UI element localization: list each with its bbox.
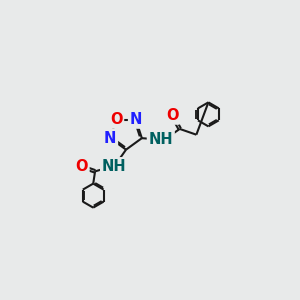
Text: O: O	[110, 112, 122, 127]
Text: O: O	[166, 108, 178, 123]
Text: NH: NH	[148, 132, 173, 147]
Text: O: O	[75, 159, 88, 174]
Text: N: N	[104, 131, 116, 146]
Text: N: N	[130, 112, 142, 127]
Text: NH: NH	[102, 159, 126, 174]
